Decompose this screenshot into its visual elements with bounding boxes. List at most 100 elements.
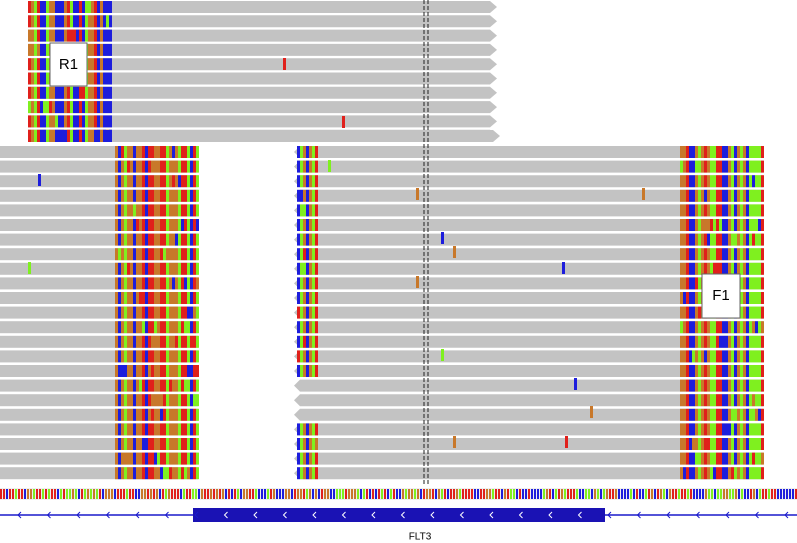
base bbox=[612, 489, 614, 499]
mismatch bbox=[758, 306, 761, 319]
base bbox=[525, 489, 527, 499]
mismatch bbox=[734, 233, 737, 246]
mismatch bbox=[737, 146, 740, 158]
base bbox=[120, 489, 122, 499]
base bbox=[60, 489, 62, 499]
mismatch bbox=[734, 452, 737, 465]
mismatch bbox=[34, 58, 37, 71]
mismatch bbox=[749, 189, 752, 202]
mismatch bbox=[163, 248, 166, 261]
mismatch bbox=[133, 189, 136, 202]
read-label: F1 bbox=[712, 287, 730, 304]
mismatch bbox=[689, 292, 692, 304]
mismatch bbox=[312, 160, 315, 173]
mismatch bbox=[172, 292, 175, 304]
mismatch bbox=[698, 160, 701, 173]
mismatch bbox=[151, 365, 154, 377]
base bbox=[231, 489, 233, 499]
mismatch bbox=[133, 160, 136, 173]
mismatch bbox=[743, 467, 746, 480]
base bbox=[480, 489, 482, 499]
mismatch bbox=[740, 452, 743, 465]
mismatch bbox=[683, 408, 686, 421]
base bbox=[294, 489, 296, 499]
mismatch bbox=[52, 1, 55, 13]
mismatch bbox=[309, 335, 312, 348]
mismatch bbox=[160, 452, 163, 465]
base bbox=[225, 489, 227, 499]
mismatch bbox=[187, 306, 190, 319]
mismatch bbox=[701, 423, 704, 436]
mismatch bbox=[175, 175, 178, 188]
read bbox=[294, 277, 763, 290]
base bbox=[51, 489, 53, 499]
mismatch bbox=[28, 1, 31, 13]
base bbox=[624, 489, 626, 499]
mismatch bbox=[695, 452, 698, 465]
base bbox=[288, 489, 290, 499]
mismatch bbox=[151, 262, 154, 275]
mismatch bbox=[136, 306, 139, 319]
mismatch bbox=[193, 379, 196, 392]
base bbox=[180, 489, 182, 499]
mismatch bbox=[300, 277, 303, 290]
mismatch bbox=[300, 292, 303, 304]
base bbox=[753, 489, 755, 499]
mismatch bbox=[728, 365, 731, 377]
mismatch bbox=[178, 438, 181, 450]
mismatch bbox=[79, 101, 82, 114]
mismatch bbox=[94, 15, 97, 28]
base bbox=[558, 489, 560, 499]
mismatch bbox=[683, 189, 686, 202]
mismatch bbox=[133, 321, 136, 334]
read bbox=[294, 321, 763, 334]
mismatch bbox=[686, 306, 689, 319]
mismatch bbox=[49, 115, 52, 128]
mismatch bbox=[300, 452, 303, 465]
base bbox=[279, 489, 281, 499]
mismatch bbox=[312, 365, 315, 377]
mismatch bbox=[746, 262, 749, 275]
mismatch bbox=[309, 321, 312, 334]
mismatch bbox=[61, 29, 64, 42]
mismatch bbox=[28, 115, 31, 128]
mismatch bbox=[97, 29, 100, 42]
base bbox=[744, 489, 746, 499]
mismatch bbox=[746, 292, 749, 304]
mismatch bbox=[300, 365, 303, 377]
mismatch bbox=[73, 115, 76, 128]
mismatch bbox=[689, 146, 692, 158]
mismatch bbox=[701, 335, 704, 348]
mismatch bbox=[731, 189, 734, 202]
mismatch bbox=[740, 408, 743, 421]
read bbox=[28, 29, 497, 42]
mismatch bbox=[761, 423, 764, 436]
mismatch bbox=[725, 175, 728, 188]
mismatch bbox=[701, 146, 704, 158]
mismatch bbox=[300, 248, 303, 261]
mismatch bbox=[67, 130, 70, 142]
read bbox=[28, 15, 497, 28]
base bbox=[675, 489, 677, 499]
base bbox=[252, 489, 254, 499]
mismatch bbox=[300, 160, 303, 173]
mismatch bbox=[689, 321, 692, 334]
mismatch bbox=[680, 189, 683, 202]
mismatch bbox=[728, 408, 731, 421]
mismatch bbox=[752, 189, 755, 202]
mismatch bbox=[309, 262, 312, 275]
mismatch bbox=[755, 452, 758, 465]
mismatch bbox=[725, 248, 728, 261]
mismatch bbox=[40, 72, 43, 85]
base bbox=[153, 489, 155, 499]
mismatch bbox=[31, 130, 34, 142]
mismatch bbox=[689, 452, 692, 465]
mismatch bbox=[315, 321, 318, 334]
read bbox=[28, 43, 497, 56]
base bbox=[63, 489, 65, 499]
mismatch bbox=[196, 189, 199, 202]
mismatch bbox=[91, 72, 94, 85]
mismatch bbox=[118, 350, 121, 363]
base bbox=[318, 489, 320, 499]
mismatch bbox=[121, 467, 124, 480]
